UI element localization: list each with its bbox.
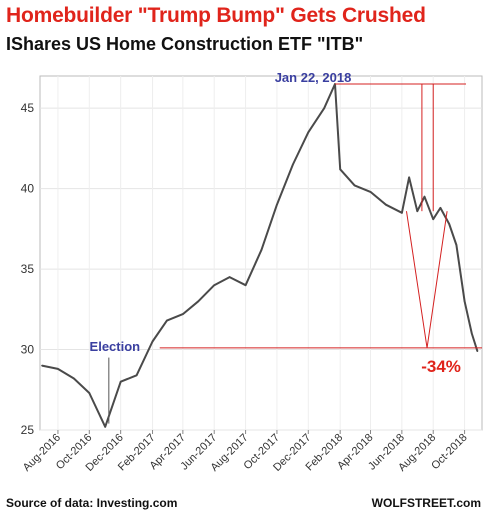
data-point: [432, 218, 435, 220]
data-point: [463, 300, 466, 303]
brand-label: WOLFSTREET.com: [371, 496, 481, 510]
chart-title: Homebuilder "Trump Bump" Gets Crushed: [6, 4, 426, 27]
data-point: [408, 176, 410, 179]
data-point: [73, 377, 75, 380]
data-point: [182, 313, 184, 315]
y-tick-label: 45: [21, 101, 35, 115]
data-point: [292, 163, 294, 166]
y-tick-label: 30: [21, 343, 35, 357]
data-point: [151, 340, 154, 343]
gridlines: [39, 75, 483, 434]
data-point: [476, 350, 479, 353]
data-point: [416, 210, 419, 212]
decline-wedge: [405, 211, 448, 349]
annotations: Jan 22, 2018 Election -34%: [90, 70, 482, 424]
data-point: [448, 223, 451, 225]
data-point: [471, 332, 473, 335]
data-point: [166, 319, 168, 322]
data-point: [307, 131, 310, 134]
data-point: [385, 203, 387, 206]
y-tick-label: 25: [21, 423, 35, 437]
data-point: [135, 374, 138, 377]
data-point: [260, 249, 263, 251]
data-source: Source of data: Investing.com: [6, 496, 178, 510]
data-point: [369, 191, 372, 193]
x-axis-ticks: Aug-2016Oct-2016Dec-2016Feb-2017Apr-2017…: [21, 432, 470, 474]
data-point: [423, 195, 426, 198]
chart-subtitle: IShares US Home Construction ETF "ITB": [6, 34, 364, 54]
data-point: [104, 426, 106, 428]
data-point: [57, 368, 59, 370]
data-point: [41, 364, 43, 367]
y-tick-label: 35: [21, 262, 35, 276]
data-point: [213, 284, 215, 287]
data-point: [244, 284, 247, 287]
data-point: [439, 207, 442, 209]
data-point: [228, 276, 231, 278]
data-point: [401, 212, 403, 214]
decline-percent-label: -34%: [421, 357, 461, 376]
data-point: [88, 392, 91, 394]
data-point: [353, 184, 356, 187]
y-tick-label: 40: [21, 182, 35, 196]
election-label: Election: [90, 339, 141, 354]
data-point: [323, 107, 326, 109]
price-series: [41, 83, 479, 428]
y-axis-ticks: 25 30 35 40 45: [21, 101, 35, 437]
data-point: [276, 203, 278, 206]
peak-date-label: Jan 22, 2018: [275, 70, 352, 85]
data-point: [197, 300, 200, 303]
data-point: [339, 168, 342, 171]
data-point: [455, 244, 458, 246]
data-point: [119, 380, 122, 383]
price-line: [41, 83, 479, 428]
